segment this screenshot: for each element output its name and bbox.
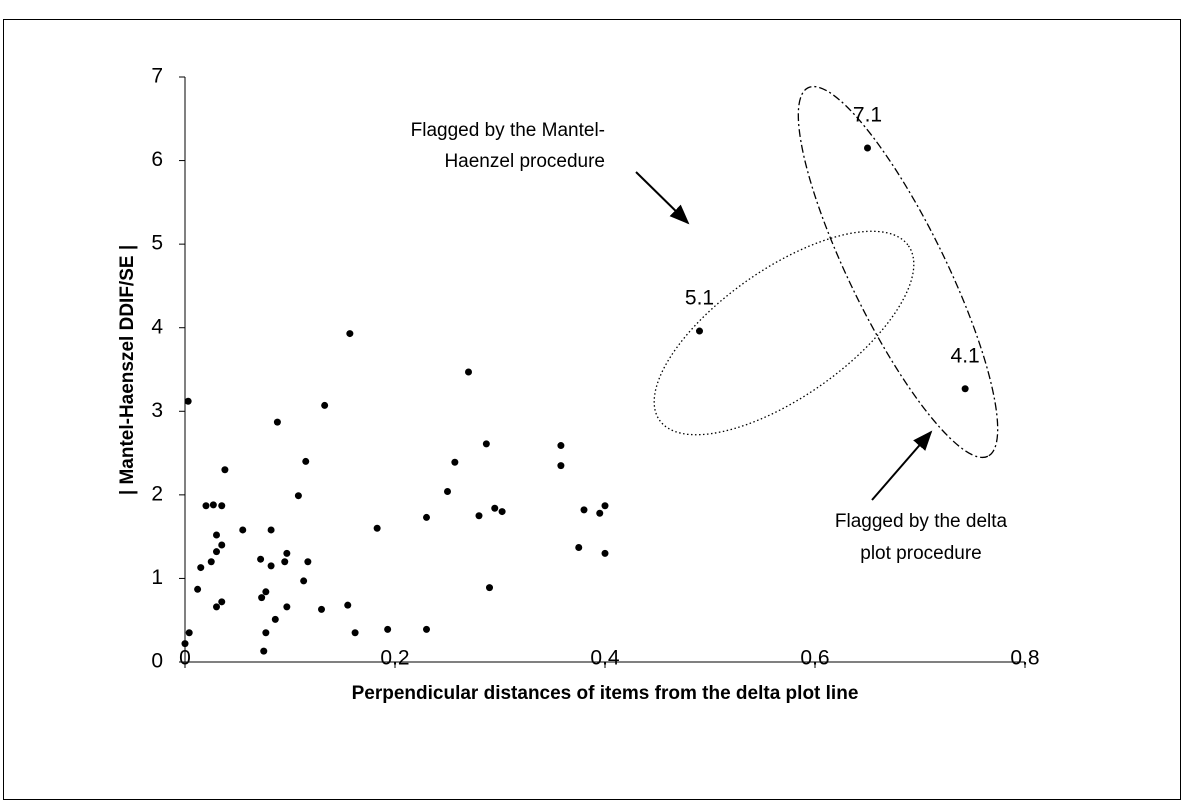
point [213,531,220,539]
delta-ellipse [797,85,999,459]
point [300,577,308,585]
point [218,598,226,606]
annotation: Haenzel procedure [444,151,605,172]
point [557,462,565,470]
point [283,549,291,557]
point [213,603,220,611]
point [304,558,312,566]
x-tick-label: 0.6 [800,647,829,670]
y-tick-label: 2 [151,482,163,505]
point [258,594,266,602]
point [961,385,969,393]
point [262,588,270,596]
arrow [871,430,933,501]
point [423,513,430,521]
point [486,584,493,592]
point [260,647,268,655]
y-tick-label: 6 [151,148,163,171]
point [197,564,205,572]
y-tick-label: 3 [151,399,163,422]
point [202,502,210,510]
point [209,501,217,509]
point [444,488,451,496]
point [194,585,202,593]
point [601,502,609,510]
point [601,549,609,557]
frame [3,19,1181,800]
point [281,558,289,566]
point [267,526,275,534]
point [318,605,325,613]
point [498,508,506,516]
point [384,625,392,633]
y-tick-label: 5 [151,232,163,255]
point-label: 4.1 [951,344,980,367]
y-tick-label: 4 [151,315,163,338]
point [344,601,352,609]
point [239,526,247,534]
x-tick-label: 0.4 [590,647,620,670]
point [207,558,215,566]
point [696,327,703,335]
arrow [635,171,690,225]
y-tick-label: 7 [151,65,163,88]
point [351,629,359,637]
point [491,504,499,512]
point [218,541,226,549]
point-label: 5.1 [685,287,714,310]
point-label: 7.1 [853,104,882,127]
point [596,509,604,517]
point [423,625,430,633]
point [283,603,291,611]
annotation: Flagged by the Mantel- [411,120,605,141]
point [575,544,583,552]
point [346,330,354,338]
point [294,492,302,500]
point [580,506,588,514]
x-tick-label: 0 [179,647,191,670]
annotation: Flagged by the delta [835,511,1008,532]
point [373,524,381,532]
point [185,629,193,637]
x-tick-label: 0.2 [380,647,409,670]
point [321,401,329,409]
point [482,440,490,448]
point [451,458,459,466]
point [271,615,279,623]
y-axis-title: | Mantel-Haenszel DDIF/SE | [117,245,138,495]
mh-ellipse [653,230,915,436]
point [213,548,220,556]
point [864,144,871,152]
y-tick-label: 1 [151,566,163,589]
point [184,397,192,405]
point [273,418,281,426]
point [257,555,265,563]
annotation: plot procedure [860,543,981,564]
y-tick-label: 0 [151,650,163,673]
point [221,466,229,474]
point [465,368,472,376]
x-tick-label: 0.8 [1010,647,1039,670]
point [262,629,270,637]
point [475,512,483,520]
x-axis-title: Perpendicular distances of items from th… [352,683,859,704]
point [218,502,226,510]
point [181,640,189,648]
point [267,562,275,570]
point [557,442,565,450]
point [302,457,310,465]
